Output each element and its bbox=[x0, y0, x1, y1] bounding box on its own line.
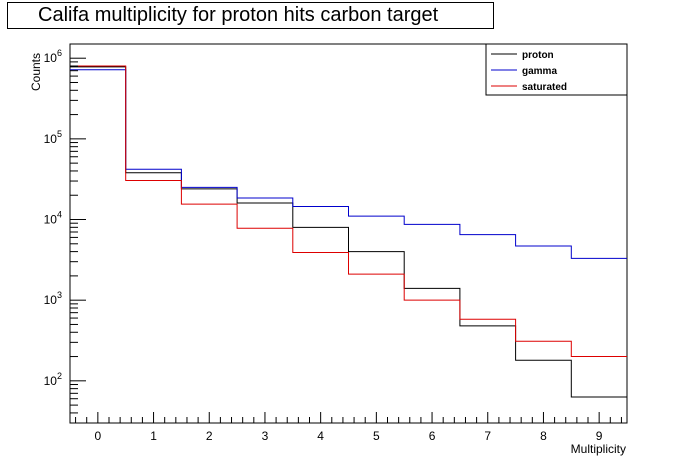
x-tick-label: 9 bbox=[596, 429, 603, 443]
legend: proton gamma saturated bbox=[485, 43, 628, 96]
x-tick-label: 6 bbox=[429, 429, 436, 443]
y-axis-label: Counts bbox=[29, 53, 43, 91]
series-saturated-line bbox=[70, 65, 627, 358]
y-tick-label: 105 bbox=[44, 129, 62, 146]
x-tick-label: 2 bbox=[206, 429, 213, 443]
x-tick-label: 8 bbox=[540, 429, 547, 443]
chart-title: Califa multiplicity for proton hits carb… bbox=[7, 2, 494, 29]
x-axis-label: Multiplicity bbox=[571, 442, 626, 456]
x-tick-label: 5 bbox=[373, 429, 380, 443]
series-layer bbox=[70, 65, 627, 398]
plot-frame bbox=[69, 43, 628, 424]
x-tick-label: 7 bbox=[484, 429, 491, 443]
x-tick-label: 3 bbox=[262, 429, 269, 443]
legend-label-gamma: gamma bbox=[522, 66, 557, 77]
x-tick-label: 1 bbox=[150, 429, 157, 443]
y-tick-label: 104 bbox=[44, 210, 62, 227]
legend-label-saturated: saturated bbox=[522, 82, 567, 93]
legend-label-proton: proton bbox=[522, 50, 554, 61]
series-gamma-line bbox=[70, 69, 627, 259]
x-tick-label: 4 bbox=[317, 429, 324, 443]
series-proton-line bbox=[70, 66, 627, 398]
x-tick-label: 0 bbox=[95, 429, 102, 443]
y-tick-label: 102 bbox=[44, 371, 62, 388]
y-tick-label: 106 bbox=[44, 48, 62, 65]
axis-layer: 0 1 2 3 4 5 6 7 8 9 102 103 104 105 106 bbox=[44, 48, 622, 443]
y-tick-label: 103 bbox=[44, 290, 62, 307]
legend-entries: proton gamma saturated bbox=[491, 50, 567, 93]
